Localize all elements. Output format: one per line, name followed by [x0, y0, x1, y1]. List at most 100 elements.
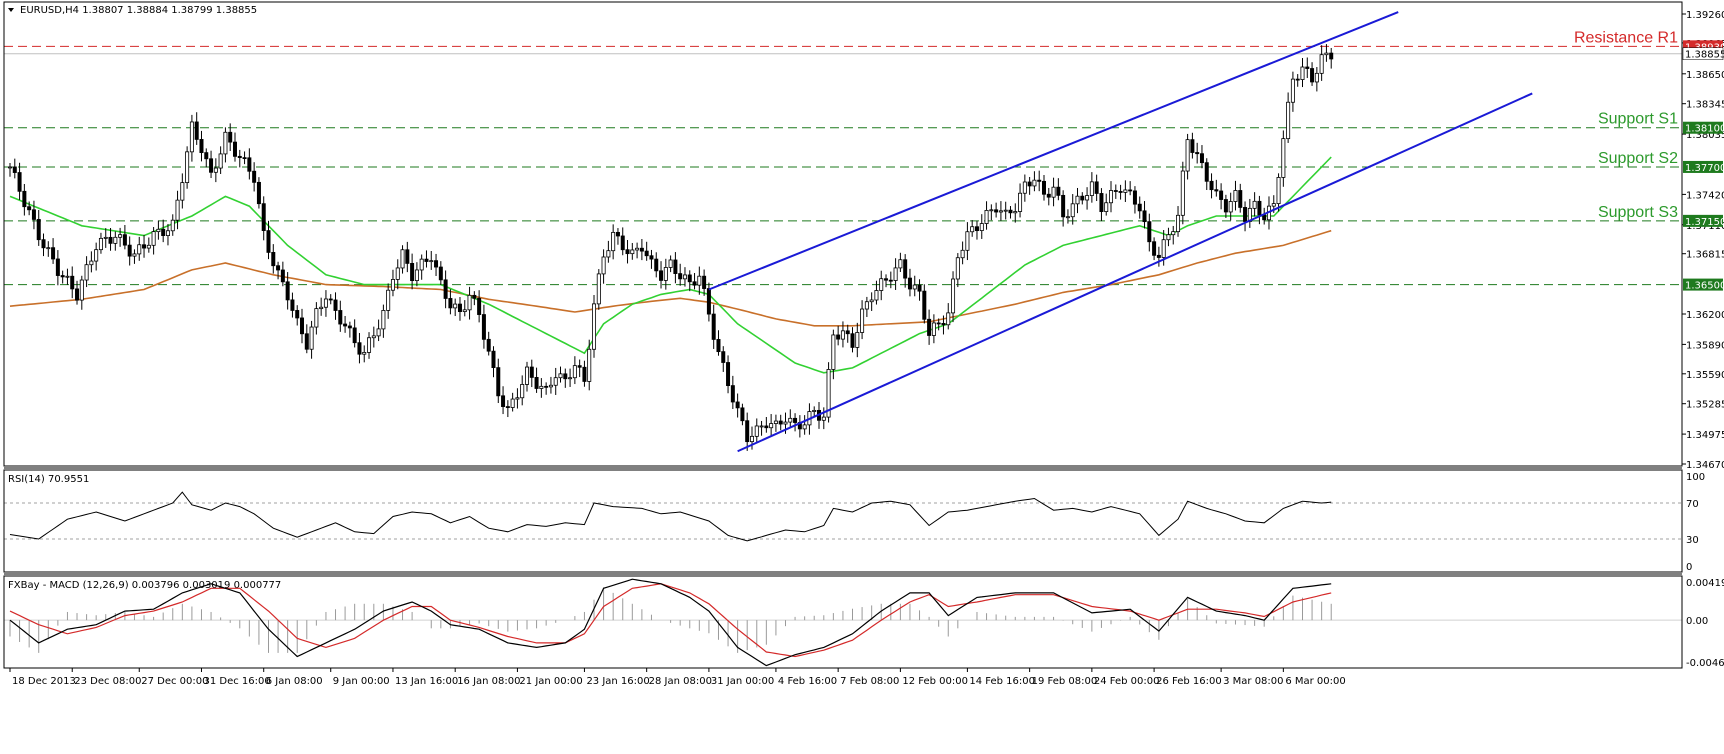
candle-body — [1300, 66, 1305, 80]
candle-body — [84, 264, 89, 281]
candle-body — [1190, 139, 1195, 153]
price-pane-border — [3, 1, 1683, 467]
candle-body — [1018, 192, 1023, 212]
candle-body — [668, 259, 673, 268]
candle-body — [161, 228, 166, 236]
price-axis-label: 1.35285 — [1686, 400, 1724, 411]
candle-body — [328, 298, 333, 301]
candle-body — [716, 339, 721, 353]
candle-body — [654, 258, 659, 272]
candle-body — [596, 273, 601, 305]
ma-brown-line — [9, 229, 1332, 327]
candle-body — [941, 323, 946, 326]
level-price-tag-text: 1.37150 — [1685, 217, 1724, 228]
candle-body — [438, 266, 443, 281]
candle-body — [922, 290, 927, 320]
candle-body — [587, 348, 592, 382]
candle-body — [1080, 195, 1085, 201]
rsi-line — [9, 491, 1332, 542]
candle-body — [548, 384, 553, 388]
candle-body — [65, 275, 70, 278]
channel-upper-line — [708, 11, 1399, 291]
rsi-pane-border — [3, 469, 1683, 573]
candle-body — [936, 322, 941, 325]
candle-body — [821, 416, 826, 421]
candle-body — [534, 377, 539, 389]
candle-body — [1166, 234, 1171, 241]
time-axis-label: 21 Jan 00:00 — [519, 676, 582, 687]
candle-body — [424, 258, 429, 262]
level-label: Support S1 — [1598, 111, 1678, 128]
candle-body — [1238, 190, 1243, 208]
candle-body — [1152, 241, 1157, 256]
candle-body — [156, 228, 161, 233]
time-axis-label: 31 Jan 00:00 — [711, 676, 774, 687]
panes-frame — [3, 1, 1683, 669]
candle-body — [884, 278, 889, 281]
candle-body — [1142, 210, 1147, 223]
time-axis-label: 31 Dec 16:00 — [203, 676, 270, 687]
candle-body — [630, 249, 635, 255]
price-axis-label: 1.36815 — [1686, 250, 1724, 261]
candle-body — [189, 121, 194, 153]
candle-body — [907, 277, 912, 290]
candle-body — [390, 279, 395, 291]
candle-body — [783, 421, 788, 425]
candle-body — [1061, 194, 1066, 218]
candle-body — [1109, 190, 1114, 204]
candle-body — [955, 257, 960, 280]
level-price-tag — [1683, 160, 1723, 173]
time-axis-label: 23 Jan 16:00 — [586, 676, 649, 687]
candle-body — [730, 385, 735, 403]
ma-green-line — [9, 156, 1332, 374]
candle-body — [1056, 186, 1061, 196]
candle-body — [706, 288, 711, 315]
candle-body — [1094, 181, 1099, 194]
level-label: Resistance R1 — [1574, 29, 1678, 46]
candle-body — [606, 250, 611, 258]
candle-body — [572, 365, 577, 379]
candle-body — [697, 275, 702, 286]
channel-lower-line — [737, 92, 1533, 453]
candle-body — [41, 239, 46, 249]
candle-body — [864, 301, 869, 310]
candle-body — [223, 131, 228, 155]
candle-body — [769, 423, 774, 429]
candle-body — [754, 425, 759, 437]
time-axis-label: 28 Jan 08:00 — [649, 676, 712, 687]
candle-body — [505, 406, 510, 408]
candle-body — [352, 327, 357, 344]
candle-body — [989, 209, 994, 212]
current-price-tag-text: 1.38855 — [1685, 50, 1724, 61]
candle-body — [343, 323, 348, 327]
candle-body — [850, 333, 855, 348]
candle-body — [1176, 214, 1181, 233]
candle-body — [228, 131, 233, 143]
time-axis-label: 12 Feb 00:00 — [902, 676, 968, 687]
candle-body — [946, 312, 951, 326]
dropdown-triangle-icon[interactable] — [8, 8, 14, 12]
candle-body — [692, 281, 697, 286]
rsi-pane: RSI(14) 70.9551 100 70 30 0 — [4, 472, 1705, 573]
candle-body — [553, 377, 558, 386]
candle-body — [984, 210, 989, 224]
candle-body — [510, 398, 515, 408]
symbol-header: EURUSD,H4 1.38807 1.38884 1.38799 1.3885… — [20, 5, 257, 16]
candle-body — [577, 365, 582, 368]
candle-body — [888, 279, 893, 282]
time-axis-label: 18 Dec 2013 — [12, 676, 76, 687]
price-axis-label: 1.34670 — [1686, 460, 1724, 471]
candle-body — [960, 249, 965, 259]
candle-body — [1219, 190, 1224, 200]
candle-body — [1070, 203, 1075, 218]
candle-body — [199, 139, 204, 154]
rsi-axis-label: 100 — [1686, 472, 1705, 483]
level-label: Support S3 — [1598, 204, 1678, 221]
candle-body — [678, 273, 683, 280]
price-axis-label: 1.37420 — [1686, 190, 1724, 201]
candle-body — [874, 290, 879, 301]
candle-body — [1276, 177, 1281, 205]
price-axis-label: 1.35590 — [1686, 370, 1724, 381]
candle-body — [151, 231, 156, 246]
candle-body — [644, 250, 649, 257]
